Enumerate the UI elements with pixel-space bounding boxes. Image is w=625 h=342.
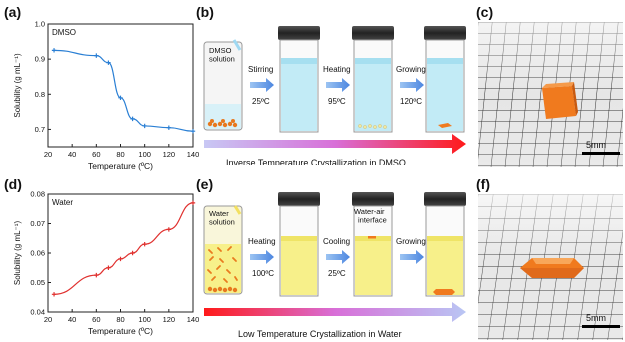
- svg-text:95ºC: 95ºC: [328, 97, 346, 106]
- step-arrow-2: Heating 95ºC: [323, 65, 351, 106]
- dmso-solubility-chart: 20 40 60 80 100 120 140 0.7 0.8 0.9 1.0 Temperature…: [13, 20, 200, 172]
- vial-cooling: Water-air interface: [352, 192, 394, 297]
- y-tick-label: 1.0: [35, 20, 45, 29]
- series-line: [54, 202, 194, 295]
- data-point: [118, 256, 123, 262]
- svg-text:100ºC: 100ºC: [252, 269, 274, 278]
- svg-text:Heating: Heating: [248, 237, 276, 246]
- water-solubility-chart: 20 40 60 80 100 120 140 0.04 0.05 0.06 0.07 0.08 Tem…: [13, 190, 200, 337]
- step-arrow-1: Stirring 25ºC: [248, 65, 274, 106]
- data-point: [130, 116, 135, 122]
- svg-text:Growing: Growing: [396, 65, 426, 74]
- svg-text:Heating: Heating: [323, 65, 351, 74]
- water-solution-label: Water solution: [209, 209, 235, 227]
- svg-text:120ºC: 120ºC: [400, 97, 422, 106]
- scale-bar-c: 5mm: [586, 140, 606, 150]
- x-axis-label: Temperature (ºC): [88, 161, 153, 171]
- step-arrow-3: Growing 120ºC: [396, 65, 426, 106]
- svg-text:25ºC: 25ºC: [252, 97, 270, 106]
- x-tick-label: 40: [68, 315, 76, 324]
- data-point: [94, 272, 99, 278]
- x-tick-label: 120: [163, 315, 176, 324]
- data-point: [166, 125, 172, 130]
- y-tick-label: 0.8: [35, 90, 45, 99]
- crystal-photo-dmso: 5mm: [478, 22, 623, 167]
- data-point: [166, 227, 172, 232]
- x-tick-label: 20: [44, 150, 52, 159]
- svg-text:Stirring: Stirring: [248, 65, 273, 74]
- step-arrow-e2: Cooling 25ºC: [323, 237, 350, 278]
- data-point: [106, 265, 111, 270]
- chart-legend-text: DMSO: [52, 28, 76, 37]
- panel-label-c: (c): [476, 4, 494, 20]
- water-crystallization-diagram: Water solution Heating 100ºC Cooling 25ºC…: [203, 192, 466, 339]
- panel-label-e: (e): [196, 176, 214, 192]
- data-point: [51, 48, 57, 53]
- x-tick-label: 60: [92, 150, 100, 159]
- data-point: [142, 241, 147, 247]
- data-point: [130, 250, 135, 256]
- vial-water-solution: Water solution: [203, 205, 243, 295]
- dropper-icon: [233, 205, 242, 215]
- data-point: [94, 53, 99, 58]
- vial-heated-water: [278, 192, 320, 297]
- svg-text:25ºC: 25ºC: [328, 269, 346, 278]
- scale-bar-f: 5mm: [586, 313, 606, 323]
- y-tick-label: 0.04: [30, 308, 45, 317]
- panel-label-a: (a): [4, 4, 22, 20]
- gradient-arrow-e: [204, 302, 466, 322]
- dropper-icon: [232, 39, 242, 51]
- gradient-arrow-b: [204, 134, 466, 154]
- chart-legend-text: Water: [52, 198, 73, 207]
- x-tick-label: 140: [187, 150, 200, 159]
- crystal-prism: [520, 258, 584, 278]
- x-tick-label: 60: [92, 315, 100, 324]
- x-tick-label: 80: [116, 315, 124, 324]
- x-tick-label: 100: [138, 150, 151, 159]
- vial-stirring: [278, 26, 320, 133]
- x-tick-label: 40: [68, 150, 76, 159]
- vial-heating: [352, 26, 394, 133]
- step-arrow-e1: Heating 100ºC: [248, 237, 276, 278]
- step-arrow-e3: Growing: [396, 237, 426, 264]
- crystal-photo-water: 5mm: [478, 194, 623, 340]
- x-tick-label: 140: [187, 315, 200, 324]
- y-tick-label: 0.07: [30, 219, 45, 228]
- svg-text:Growing: Growing: [396, 237, 426, 246]
- x-tick-label: 20: [44, 315, 52, 324]
- x-tick-label: 80: [116, 150, 124, 159]
- data-point: [106, 60, 111, 65]
- data-point: [51, 292, 57, 297]
- y-axis-label: Solubility (g mL⁻¹): [13, 53, 22, 118]
- series-line: [54, 49, 194, 132]
- panel-label-b: (b): [196, 4, 214, 20]
- data-point: [142, 123, 147, 129]
- y-tick-label: 0.08: [30, 190, 45, 199]
- panel-label-f: (f): [476, 176, 490, 192]
- caption-b: Inverse Temperature Crystallization in D…: [226, 158, 406, 165]
- y-tick-label: 0.06: [30, 249, 45, 258]
- svg-text:Cooling: Cooling: [323, 237, 350, 246]
- y-tick-label: 0.05: [30, 278, 45, 287]
- y-axis-label: Solubility (g mL⁻¹): [13, 221, 22, 286]
- plot-frame: [47, 23, 194, 148]
- x-axis-label: Temperature (ºC): [88, 326, 153, 336]
- x-tick-label: 120: [163, 150, 176, 159]
- vial-dmso-solution: DMSO solution: [203, 39, 243, 131]
- plot-frame: [47, 193, 194, 313]
- data-point: [190, 200, 196, 206]
- crystal-cube: [542, 82, 578, 119]
- interface-label: Water-air interface: [354, 207, 387, 225]
- caption-e: Low Temperature Crystallization in Water: [238, 329, 402, 339]
- dmso-solution-label: DMSO solution: [209, 46, 235, 64]
- data-point: [118, 95, 123, 100]
- data-point: [190, 128, 196, 134]
- vial-growing: [424, 26, 466, 133]
- y-tick-label: 0.7: [35, 125, 45, 134]
- vial-growing-water: [424, 192, 466, 297]
- x-tick-label: 100: [138, 315, 151, 324]
- panel-label-d: (d): [4, 176, 22, 192]
- dmso-crystallization-diagram: DMSO solution Stirring 25ºC Heating 95ºC …: [203, 26, 466, 165]
- y-tick-label: 0.9: [35, 55, 45, 64]
